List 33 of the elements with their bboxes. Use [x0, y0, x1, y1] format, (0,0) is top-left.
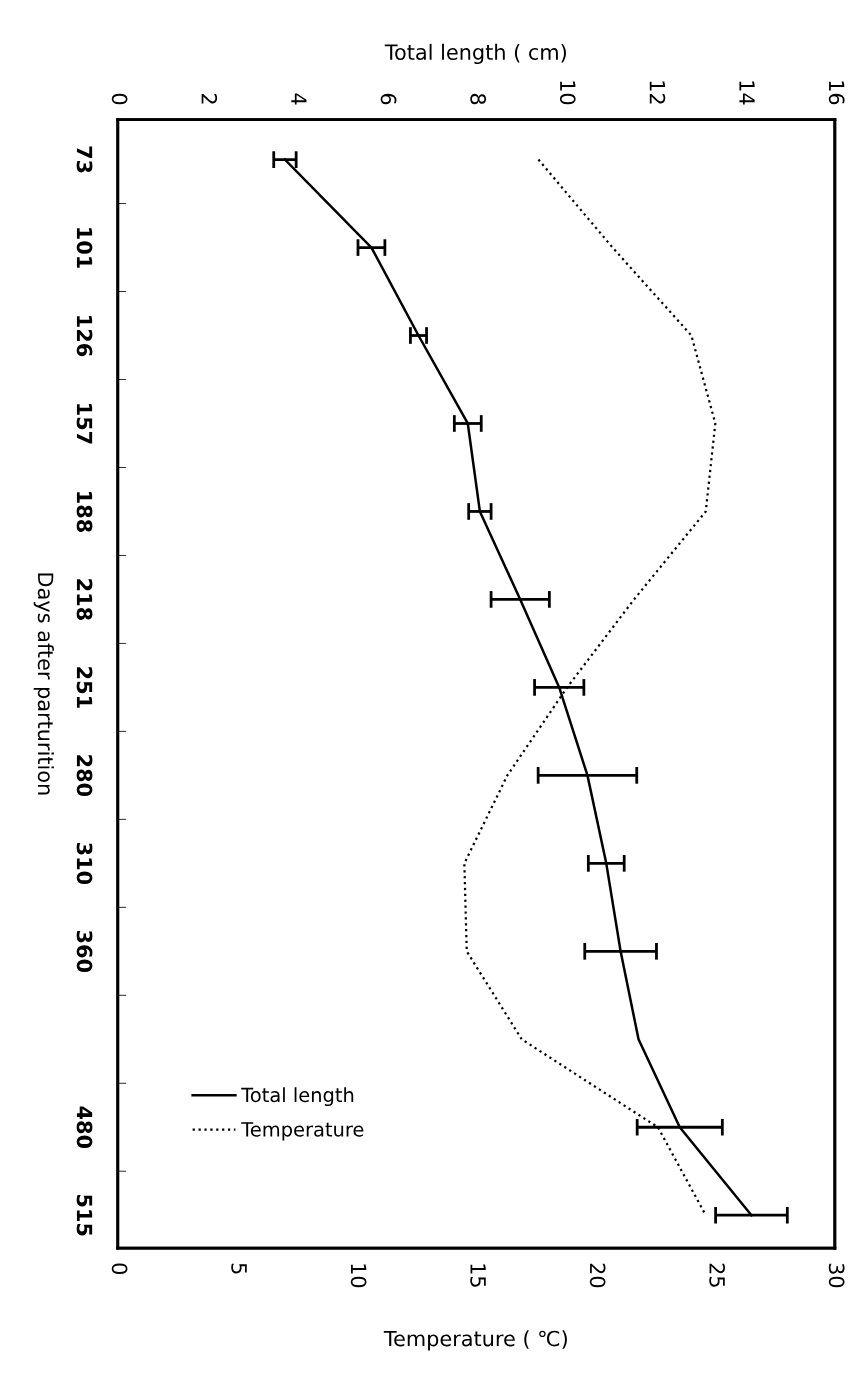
x2-tick-label: 14 [739, 81, 755, 105]
legend-label: Total length [241, 1087, 354, 1107]
y-tick-label: 360 [76, 930, 93, 973]
x-tick-label: 20 [589, 1263, 606, 1288]
x-tick-label: 30 [828, 1263, 845, 1288]
y-tick-label: 251 [76, 667, 93, 708]
y-tick-label: 218 [76, 579, 93, 620]
x-tick-label: 15 [470, 1264, 486, 1287]
x2-tick-label: 4 [291, 93, 307, 105]
x-tick-label: 0 [111, 1263, 128, 1274]
y-tick-label: 480 [76, 1106, 93, 1149]
x2-axis-title: Total length ( cm) [384, 43, 566, 65]
x2-tick-label: 2 [201, 93, 218, 104]
x2-tick-label: 10 [559, 81, 576, 105]
y-tick-label: 310 [76, 842, 93, 885]
x2-tick-label: 16 [828, 81, 845, 105]
y-tick-label: 126 [76, 316, 93, 357]
legend-label: Temperature [241, 1122, 364, 1141]
y-axis-title: Days after parturition [33, 573, 54, 795]
y-tick-label: 101 [76, 228, 93, 268]
x-axis-title: Temperature ( ℃) [383, 1330, 567, 1351]
y-tick-label: 515 [76, 1195, 93, 1236]
x2-tick-label: 6 [380, 93, 397, 105]
x-tick-label: 25 [709, 1263, 726, 1287]
x2-tick-label: 8 [470, 93, 487, 105]
y-tick-label: 157 [76, 404, 93, 444]
y-tick-label: 73 [76, 146, 93, 173]
y-tick-label: 188 [76, 492, 93, 532]
x-tick-label: 10 [350, 1264, 367, 1288]
y-tick-label: 280 [76, 755, 93, 797]
x2-tick-label: 12 [649, 81, 666, 104]
x2-tick-label: 0 [111, 93, 128, 105]
x-tick-label: 5 [231, 1263, 247, 1274]
